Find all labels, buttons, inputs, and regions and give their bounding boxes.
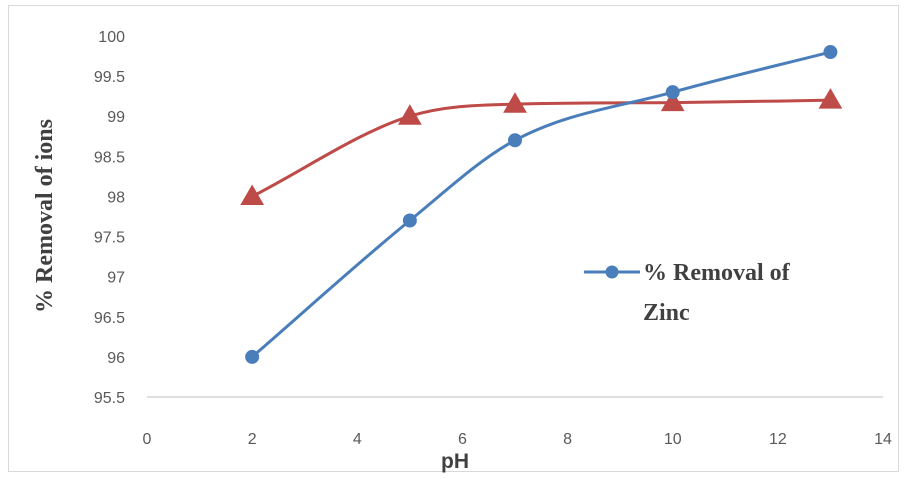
x-tick-label: 2 <box>248 431 257 448</box>
y-tick-label: 95.5 <box>94 390 125 407</box>
series-line <box>251 98 831 198</box>
y-tick-label: 98 <box>107 189 125 206</box>
y-tick-labels: 95.5 96 96.5 97 97.5 98 98.5 99 99.5 100 <box>94 29 125 407</box>
data-point-triangle <box>503 92 527 113</box>
x-tick-labels: 0 2 4 6 8 10 12 14 <box>143 431 892 448</box>
series-line <box>251 50 831 359</box>
y-tick-label: 99 <box>107 109 125 126</box>
series-triangle <box>240 88 843 205</box>
legend-label-zinc: % Removal of Zinc <box>643 260 796 326</box>
y-tick-label: 98.5 <box>94 149 125 166</box>
data-point-triangle <box>240 184 265 205</box>
legend-label-line-1: % Removal of <box>643 260 791 286</box>
x-tick-label: 4 <box>353 431 362 448</box>
data-point-triangle <box>397 104 422 125</box>
y-tick-label: 100 <box>98 29 125 46</box>
data-point-circle <box>823 45 838 60</box>
y-tick-label: 96.5 <box>94 310 125 327</box>
x-axis-title: pH <box>441 450 469 473</box>
x-tick-label: 0 <box>143 431 152 448</box>
legend-label-line-2: Zinc <box>643 300 690 326</box>
x-tick-label: 10 <box>664 431 682 448</box>
y-axis-title: % Removal of ions <box>32 119 58 313</box>
series-layer <box>240 45 843 364</box>
legend: % Removal of Zinc <box>584 260 796 326</box>
data-point-circle <box>245 349 260 364</box>
x-tick-label: 8 <box>563 431 572 448</box>
data-point-triangle <box>660 90 685 112</box>
y-tick-label: 96 <box>107 350 125 367</box>
x-tick-label: 14 <box>874 431 892 448</box>
legend-marker-zinc <box>605 265 619 279</box>
data-point-circle <box>508 133 522 148</box>
y-tick-label: 99.5 <box>94 69 125 86</box>
chart-frame <box>8 5 899 472</box>
data-point-circle <box>402 213 417 228</box>
data-point-circle <box>665 85 680 100</box>
x-tick-label: 12 <box>769 431 787 448</box>
x-tick-label: 6 <box>458 431 467 448</box>
y-tick-label: 97.5 <box>94 230 125 247</box>
data-point-triangle <box>818 88 843 109</box>
series-zinc <box>245 45 838 364</box>
y-tick-label: 97 <box>107 270 125 287</box>
